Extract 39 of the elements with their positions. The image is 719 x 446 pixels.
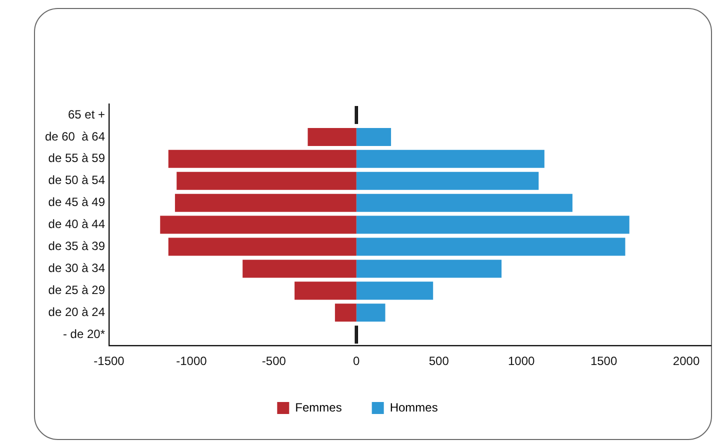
bar	[176, 172, 356, 190]
x-tick-label: 500	[428, 354, 450, 368]
bar	[294, 282, 356, 300]
x-tick-label: 2000	[672, 354, 700, 368]
y-tick-label: de 45 à 49	[48, 195, 106, 210]
y-tick-label: de 60 à 64	[44, 129, 106, 144]
bar	[356, 282, 434, 300]
x-tick-label: -1000	[176, 354, 208, 368]
x-tick-label: -1500	[94, 354, 125, 368]
bar	[356, 238, 626, 256]
x-tick-label: 1000	[508, 354, 535, 368]
bar	[356, 194, 572, 212]
bar	[356, 128, 392, 146]
y-tick-label: - de 20*	[62, 326, 106, 341]
y-tick-label: de 40 à 44	[48, 217, 106, 232]
y-tick-label: de 50 à 54	[48, 173, 106, 188]
y-tick-label: de 30 à 34	[48, 261, 106, 276]
y-tick-label: de 55 à 59	[48, 151, 106, 166]
bar	[356, 304, 386, 322]
x-tick-label: 0	[353, 354, 360, 368]
bar	[242, 260, 356, 278]
y-tick-label: de 35 à 39	[48, 239, 106, 254]
y-tick-label: de 25 à 29	[48, 283, 106, 298]
bar	[308, 128, 356, 146]
bar	[356, 172, 539, 190]
x-tick-label: -500	[262, 354, 286, 368]
legend-label: Femmes	[295, 400, 342, 414]
bar	[168, 150, 356, 168]
bar	[160, 216, 356, 234]
y-tick-label: de 20 à 24	[48, 304, 106, 319]
bar	[334, 304, 356, 322]
y-tick-label: 65 et +	[68, 107, 105, 122]
bar	[356, 216, 630, 234]
x-tick-label: 1500	[590, 354, 618, 368]
bar	[356, 150, 544, 168]
bar	[174, 194, 356, 212]
bar	[356, 260, 502, 278]
bar	[168, 238, 356, 256]
legend-label: Hommes	[390, 400, 438, 414]
